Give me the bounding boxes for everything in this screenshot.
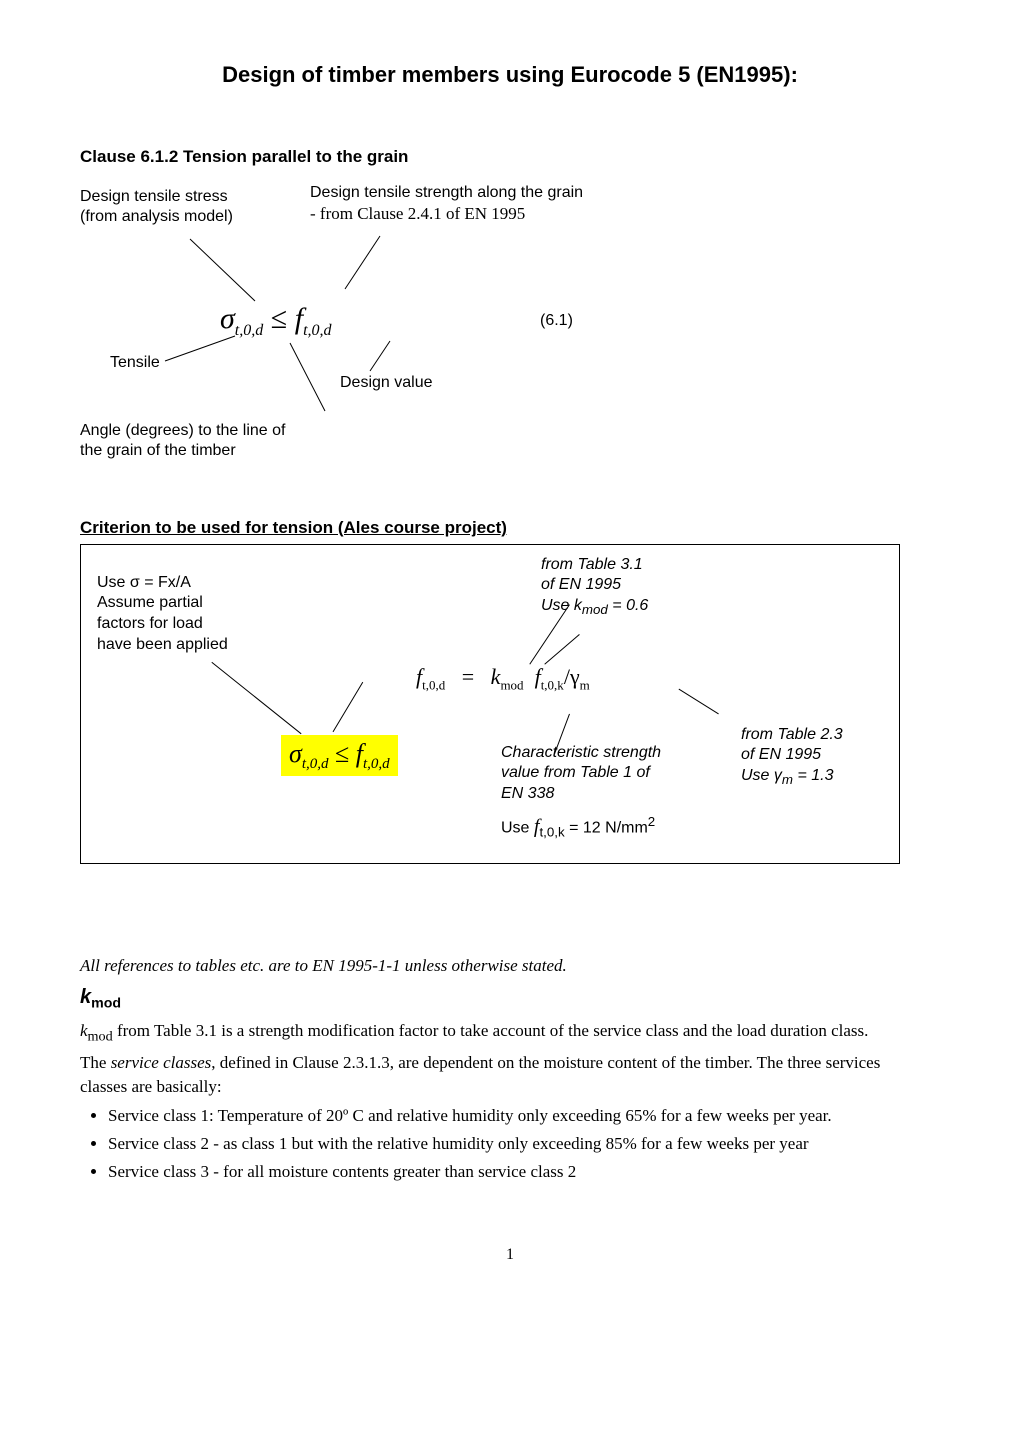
t23-l2: of EN 1995 [741,746,821,763]
svc-p1: The [80,1053,111,1072]
use-ftk-pre: Use [501,819,534,836]
use-kmod-pre: Use k [541,597,582,614]
sigma-sub: t,0,d [235,322,263,339]
annot-tensile: Tensile [110,353,160,374]
from-table-2-3: from Table 2.3 of EN 1995 Use γm = 1.3 [741,725,843,789]
annot-design-tensile-stress: Design tensile stress (from analysis mod… [80,187,233,229]
formula-highlighted: σt,0,d ≤ ft,0,d [281,735,398,777]
kmod-head-k: k [80,986,91,1008]
equation-number: (6.1) [540,311,573,332]
assume-l2: factors for load [97,615,203,632]
page-title: Design of timber members using Eurocode … [80,60,940,90]
f-sub: t,0,d [303,322,331,339]
use-kmod-post: = 0.6 [608,597,648,614]
diagram-clause-6-1-2: Design tensile stress (from analysis mod… [80,181,840,501]
use-sigma-block: Use σ = Fx/A Assume partial factors for … [97,573,228,656]
characteristic-strength: Characteristic strength value from Table… [501,743,661,805]
use-gamma-sub: m [782,772,793,787]
sigma-sym: σ [220,302,235,335]
use-gamma-pre: Use γ [741,767,782,784]
service-class-list: Service class 1: Temperature of 20º C an… [80,1104,920,1183]
char-l3: EN 338 [501,785,554,802]
hl-f: f [356,739,363,768]
kmod-paragraph: kmod from Table 3.1 is a strength modifi… [80,1019,920,1047]
service-classes-paragraph: The service classes, defined in Clause 2… [80,1051,920,1099]
annot-angle: Angle (degrees) to the line of the grain… [80,421,285,463]
hl-sigma-sub: t,0,d [302,756,329,772]
leq-sym: ≤ [271,302,287,335]
annot-tr-l2: - from Clause 2.4.1 of EN 1995 [310,204,525,223]
use-ftk: Use ft,0,k = 12 N/mm2 [501,813,655,841]
use-gamma: Use γm = 1.3 [741,767,834,784]
ftd-gamma: γ [570,664,580,689]
use-gamma-post: = 1.3 [793,767,833,784]
t31-l1: from Table 3.1 [541,556,643,573]
page-number: 1 [80,1244,940,1266]
diagram-criterion-box: Use σ = Fx/A Assume partial factors for … [80,544,900,864]
list-item: Service class 3 - for all moisture conte… [108,1160,920,1184]
ftd-submod: mod [500,677,523,692]
use-ftk-exp: 2 [648,814,655,829]
use-sigma: Use σ = Fx/A [97,574,191,591]
list-item: Service class 2 - as class 1 but with th… [108,1132,920,1156]
body-text-block: All references to tables etc. are to EN … [80,954,920,1184]
assume-l1: Assume partial [97,594,203,611]
use-kmod: Use kmod = 0.6 [541,597,648,614]
char-l1: Characteristic strength [501,744,661,761]
from-table-3-1: from Table 3.1 of EN 1995 Use kmod = 0.6 [541,555,648,619]
references-note: All references to tables etc. are to EN … [80,954,920,978]
annot-tl-l1: Design tensile stress [80,188,228,205]
ftd-sub-m: m [580,677,590,692]
assume-l3: have been applied [97,636,228,653]
ftd-sub-lhs: t,0,d [422,677,445,692]
annot-design-tensile-strength: Design tensile strength along the grain … [310,183,583,227]
annot-tl-l2: (from analysis model) [80,208,233,225]
svc-em: service classes [111,1053,212,1072]
clause-heading: Clause 6.1.2 Tension parallel to the gra… [80,146,940,169]
use-ftk-sub: t,0,k [539,824,564,839]
use-ftk-post: = 12 N/mm [565,819,648,836]
char-l2: value from Table 1 of [501,764,650,781]
formula-ftd: ft,0,d = kmod ft,0,k/γm [416,663,590,694]
annot-design-value: Design value [340,373,433,394]
ftd-eq: = [462,664,474,689]
hl-f-sub: t,0,d [363,756,390,772]
kmod-para-pre: k [80,1021,88,1040]
kmod-heading: kmod [80,983,920,1014]
annot-tr-l1: Design tensile strength along the grain [310,184,583,201]
kmod-para-rest: from Table 3.1 is a strength modificatio… [113,1021,869,1040]
t31-l2: of EN 1995 [541,576,621,593]
ftd-k: k [491,664,501,689]
hl-leq: ≤ [335,739,349,768]
annot-angle-l2: the grain of the timber [80,442,236,459]
use-kmod-sub: mod [582,602,608,617]
formula-6-1: σt,0,d ≤ ft,0,d [220,299,332,342]
annot-angle-l1: Angle (degrees) to the line of [80,422,285,439]
ftd-sub-t0k: t,0,k [541,677,564,692]
hl-sigma: σ [289,739,302,768]
kmod-head-sub: mod [91,996,121,1012]
list-item: Service class 1: Temperature of 20º C an… [108,1104,920,1128]
kmod-para-sub: mod [88,1028,113,1044]
f-sym: f [295,302,303,335]
criterion-heading: Criterion to be used for tension (Ales c… [80,517,940,540]
t23-l1: from Table 2.3 [741,726,843,743]
